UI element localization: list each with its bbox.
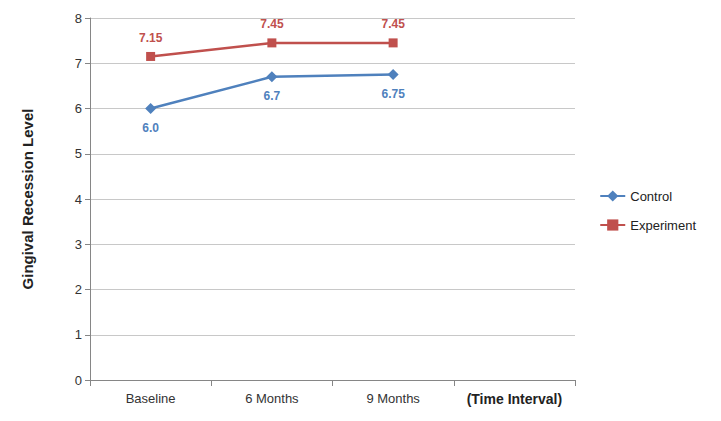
svg-text:6: 6 bbox=[75, 101, 82, 116]
svg-text:4: 4 bbox=[75, 192, 82, 207]
svg-text:Gingival Recession Level: Gingival Recession Level bbox=[19, 109, 36, 290]
svg-text:Baseline: Baseline bbox=[126, 391, 176, 406]
svg-text:3: 3 bbox=[75, 237, 82, 252]
svg-text:5: 5 bbox=[75, 146, 82, 161]
svg-text:6.0: 6.0 bbox=[142, 121, 159, 135]
svg-text:Experiment: Experiment bbox=[630, 218, 696, 233]
svg-text:2: 2 bbox=[75, 282, 82, 297]
svg-text:6.7: 6.7 bbox=[264, 89, 281, 103]
svg-text:8: 8 bbox=[75, 11, 82, 26]
svg-text:9 Months: 9 Months bbox=[366, 391, 420, 406]
svg-text:Control: Control bbox=[630, 189, 672, 204]
svg-text:1: 1 bbox=[75, 327, 82, 342]
svg-text:7.45: 7.45 bbox=[381, 17, 405, 31]
svg-text:(Time Interval): (Time Interval) bbox=[467, 391, 562, 407]
svg-text:7: 7 bbox=[75, 56, 82, 71]
svg-text:0: 0 bbox=[75, 373, 82, 388]
svg-text:7.15: 7.15 bbox=[139, 31, 163, 45]
svg-text:6.75: 6.75 bbox=[381, 87, 405, 101]
svg-text:6 Months: 6 Months bbox=[245, 391, 299, 406]
svg-text:7.45: 7.45 bbox=[260, 17, 284, 31]
